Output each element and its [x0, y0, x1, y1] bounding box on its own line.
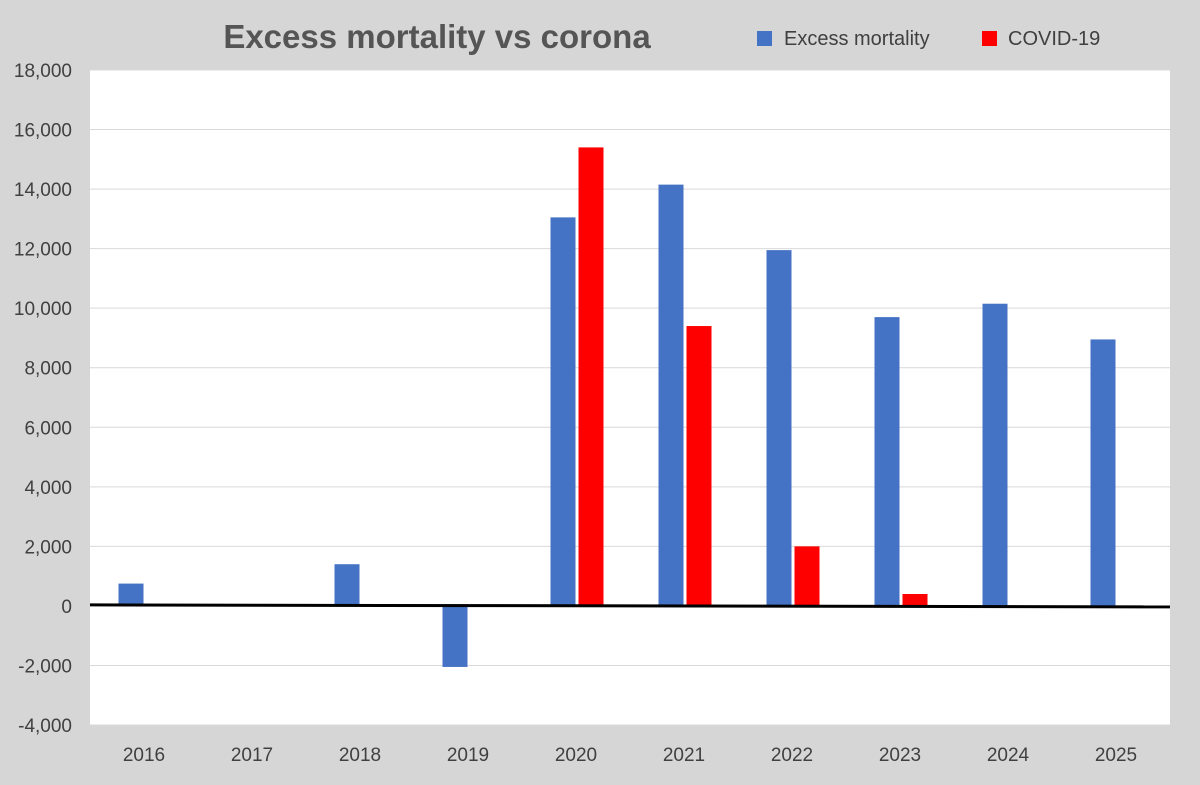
y-tick-label: 16,000 [14, 121, 72, 142]
legend-label-excess-mortality: Excess mortality [784, 28, 930, 50]
y-tick-label: 6,000 [24, 418, 72, 439]
x-tick-label: 2021 [663, 745, 705, 766]
y-tick-label: 14,000 [14, 180, 72, 201]
plot-area [90, 70, 1170, 725]
y-tick-label: 8,000 [24, 359, 72, 380]
y-tick-label: 18,000 [14, 61, 72, 82]
y-tick-label: 0 [61, 597, 72, 618]
x-tick-label: 2020 [555, 745, 597, 766]
y-tick-label: -2,000 [18, 656, 72, 677]
y-tick-label: -4,000 [18, 716, 72, 737]
bar-excess-mortality-2018 [334, 564, 360, 606]
legend: Excess mortality COVID-19 [757, 28, 1100, 50]
y-tick-label: 12,000 [14, 240, 72, 261]
bars [118, 147, 1116, 667]
bar-excess-mortality-2023 [874, 317, 900, 606]
bar-excess-mortality-2021 [658, 184, 684, 606]
x-tick-label: 2025 [1095, 745, 1137, 766]
y-tick-label: 2,000 [24, 537, 72, 558]
x-tick-label: 2023 [879, 745, 921, 766]
y-axis-ticks: 18,000 16,000 14,000 12,000 10,000 8,000 6,000… [14, 61, 72, 737]
zero-axis-line [89, 603, 1171, 609]
bar-excess-mortality-2024 [982, 303, 1008, 606]
chart-title: Excess mortality vs corona [223, 18, 651, 55]
bar-excess-mortality-2019 [442, 605, 468, 667]
y-tick-label: 10,000 [14, 299, 72, 320]
bar-excess-mortality-2022 [766, 250, 792, 606]
bar-excess-mortality-2020 [550, 217, 576, 606]
x-tick-label: 2022 [771, 745, 813, 766]
legend-swatch-excess-mortality [757, 31, 772, 46]
y-tick-label: 4,000 [24, 478, 72, 499]
bar-covid-19-2020 [578, 147, 604, 606]
x-tick-label: 2018 [339, 745, 381, 766]
x-tick-label: 2024 [987, 745, 1030, 766]
legend-label-covid-19: COVID-19 [1008, 28, 1100, 50]
bar-excess-mortality-2025 [1090, 339, 1116, 606]
x-tick-label: 2016 [123, 745, 165, 766]
bar-covid-19-2023 [902, 594, 928, 606]
bar-covid-19-2022 [794, 546, 820, 606]
x-tick-label: 2019 [447, 745, 489, 766]
legend-swatch-covid-19 [982, 31, 997, 46]
gridlines [90, 69, 1170, 726]
x-axis-ticks: 2016 2017 2018 2019 2020 2021 2022 2023 2024 2025 [123, 745, 1137, 766]
x-tick-label: 2017 [231, 745, 273, 766]
bar-covid-19-2021 [686, 326, 712, 606]
bar-excess-mortality-2016 [118, 583, 144, 606]
